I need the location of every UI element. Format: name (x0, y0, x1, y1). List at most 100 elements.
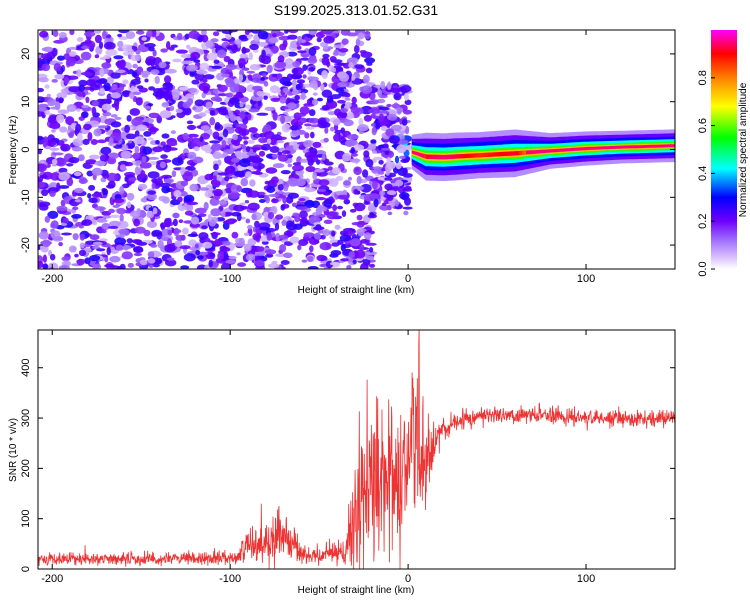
spectrogram-signal-core (488, 152, 491, 157)
spectrogram-noise-blob (352, 144, 365, 151)
spectrogram-noise-blob (220, 210, 226, 218)
spectrogram-noise-blob (135, 30, 145, 35)
spectrogram-noise-blob (106, 172, 118, 182)
spectrogram-signal-core (434, 154, 437, 159)
spectrogram-noise-blob (379, 190, 385, 197)
spectrogram-noise-blob (290, 119, 299, 127)
spectrogram-noise-blob (119, 263, 126, 269)
spectrogram-noise-blob (217, 252, 225, 261)
spectrogram-noise-blob (94, 30, 102, 34)
spectrogram-noise-blob (299, 106, 310, 115)
spectrogram-noise-blob (258, 246, 265, 252)
spectrogram-noise-blob (194, 207, 207, 214)
spectrogram-noise-blob (118, 228, 130, 235)
spectrogram-signal-core (449, 154, 452, 159)
spectrogram-noise-blob (148, 207, 154, 211)
spectrogram-noise-blob (212, 151, 222, 160)
spectrogram-noise-blob (240, 34, 247, 40)
spectrogram-noise-blob (300, 57, 310, 61)
spectrogram-noise-blob (329, 126, 335, 132)
spectrogram-noise-blob (277, 154, 289, 162)
spectrogram-noise-blob (129, 108, 141, 116)
spectrogram-noise-blob (317, 120, 328, 129)
spectrogram-noise-blob (38, 200, 41, 205)
spectrogram-noise-blob (272, 163, 285, 169)
spectrogram-noise-blob (103, 41, 116, 50)
spectrogram-noise-blob (291, 68, 299, 75)
spectrogram-noise-blob (327, 166, 333, 171)
spectrogram-noise-blob (135, 76, 141, 81)
spectrogram-noise-blob (182, 172, 194, 182)
spectrogram-noise-blob (337, 205, 343, 210)
spectrogram-noise-blob (288, 30, 299, 34)
spectrogram-noise-blob (304, 48, 310, 55)
spectrogram-noise-blob (258, 150, 266, 157)
spectrogram-noise-blob (203, 201, 209, 211)
spectrogram-noise-blob (123, 51, 130, 56)
spectrogram-noise-blob (181, 60, 193, 65)
spectrogram-noise-blob (180, 265, 190, 269)
spectrogram-noise-blob (229, 97, 240, 105)
spectrogram-noise-blob (283, 252, 293, 259)
spectrogram-noise-blob (198, 187, 210, 191)
spectrogram-noise-blob (256, 90, 265, 97)
spectrogram-signal-core (470, 153, 473, 158)
spectrogram-noise-blob (134, 130, 140, 138)
spectrogram-noise-blob (72, 233, 79, 241)
spectrogram-noise-blob (56, 205, 68, 212)
spectrogram-noise-blob (286, 73, 293, 81)
spectrogram-noise-blob (209, 197, 220, 206)
spectrogram-signal-core (438, 155, 441, 159)
spectrogram-noise-blob (307, 76, 319, 81)
spectrogram-noise-blob (344, 101, 352, 109)
spectrogram-noise-blob (286, 51, 298, 57)
spectrogram-noise-blob (151, 178, 157, 183)
spectrogram-noise-blob (94, 206, 106, 211)
spectrogram-signal-core (433, 154, 436, 159)
spectrogram-noise-blob (109, 214, 121, 218)
spectrogram-noise-blob (148, 86, 156, 91)
spectrogram-noise-blob (94, 34, 102, 44)
spectrogram-noise-blob (57, 109, 70, 114)
spectrogram-noise-blob (194, 99, 205, 107)
spectrogram-noise-blob (99, 88, 105, 95)
spectrogram-noise-blob (275, 232, 281, 242)
spectrogram-noise-blob (307, 255, 314, 262)
spectrogram-noise-blob (246, 151, 257, 156)
spectrogram-noise-blob (68, 106, 76, 111)
spectrogram-noise-blob (91, 167, 103, 176)
spectrogram-noise-blob (106, 76, 114, 85)
spectrogram-noise-blob (403, 109, 412, 115)
spectrogram-noise-blob (55, 157, 67, 167)
spectrogram-noise-blob (61, 232, 72, 236)
spectrogram-noise-blob (336, 62, 346, 66)
spectrogram-noise-blob (92, 241, 103, 246)
spectrogram-signal-core (424, 154, 427, 159)
spectrogram-noise-blob (221, 262, 231, 269)
spectrogram-noise-blob (229, 193, 241, 197)
spectrogram-noise-blob (134, 226, 146, 234)
spectrogram-noise-blob (62, 217, 69, 224)
spectrogram-noise-blob (224, 176, 230, 182)
spectrogram-noise-blob (114, 116, 122, 120)
spectrogram-noise-blob (297, 50, 307, 54)
spectrogram-noise-blob (335, 87, 345, 93)
spectrogram-noise-blob (188, 30, 200, 39)
spectrogram-noise-blob (101, 62, 112, 69)
colorbar-label: Normalized spectral amplitude (738, 82, 749, 217)
spectrogram-noise-blob (360, 51, 373, 58)
spectrogram-noise-blob (225, 79, 235, 88)
spectrogram-noise-blob (61, 256, 71, 262)
spectrogram-noise-blob (295, 83, 301, 91)
spectrogram-noise-blob (257, 194, 265, 199)
spectrogram-noise-blob (169, 105, 175, 112)
spectrogram-noise-blob (247, 162, 259, 167)
spectrogram-noise-blob (190, 216, 200, 225)
spectrogram-noise-blob (365, 67, 373, 74)
spectrogram-noise-blob (113, 55, 124, 60)
spectrogram-noise-blob (237, 262, 247, 267)
spectrogram-signal-core (489, 152, 493, 157)
spectrogram-noise-blob (190, 162, 196, 167)
spectrogram-noise-blob (263, 95, 268, 100)
spectrogram-noise-blob (385, 128, 395, 137)
